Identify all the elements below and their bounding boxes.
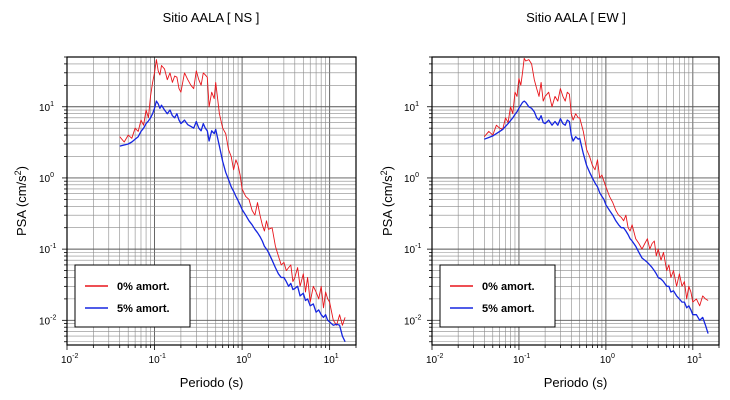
- series-line-red: [483, 57, 709, 307]
- x-tick-base: 10: [61, 355, 73, 366]
- x-tick-label: 10-1: [513, 353, 530, 366]
- y-tick-label: 10-2: [39, 314, 56, 327]
- y-tick-label: 10-1: [39, 243, 56, 256]
- x-axis-label-text: Periodo (s): [544, 375, 608, 390]
- y-tick-label: 100: [39, 172, 54, 185]
- x-axis-label: Periodo (s): [180, 375, 244, 390]
- x-tick-exp: 0: [611, 353, 615, 360]
- y-axis-label-main: PSA (cm/s: [14, 175, 29, 236]
- x-tick-label: 101: [324, 353, 339, 366]
- x-tick-label: 10-1: [149, 353, 166, 366]
- x-axis-label: Periodo (s): [544, 375, 608, 390]
- series-line-blue: [119, 100, 346, 342]
- legend-label: 5% amort.: [482, 303, 535, 315]
- y-tick-exp: 1: [415, 101, 419, 108]
- y-axis-label-tail: ): [14, 166, 29, 170]
- y-tick-exp: -2: [415, 314, 421, 321]
- x-tick-exp: -1: [160, 353, 166, 360]
- x-tick-exp: -1: [524, 353, 530, 360]
- y-tick-label: 101: [39, 101, 54, 114]
- x-tick-label: 10-2: [61, 353, 78, 366]
- x-axis-label-text: Periodo (s): [180, 375, 244, 390]
- y-axis-label-tail: ): [380, 166, 395, 170]
- chart-title-text: Sitio AALA [ NS ]: [163, 10, 260, 25]
- y-tick-base: 10: [404, 316, 416, 327]
- y-tick-label: 10-2: [404, 314, 421, 327]
- x-tick-base: 10: [324, 355, 336, 366]
- legend-box: [439, 264, 556, 328]
- tick-marks: [62, 56, 357, 350]
- x-tick-base: 10: [236, 355, 248, 366]
- legend-label-text: 5% amort.: [117, 303, 170, 315]
- legend: 0% amort. 5% amort.: [74, 264, 191, 328]
- chart-title-text: Sitio AALA [ EW ]: [526, 10, 626, 25]
- legend: 0% amort. 5% amort.: [439, 264, 556, 328]
- x-tick-exp: -2: [437, 353, 443, 360]
- x-tick-label: 100: [236, 353, 251, 366]
- y-tick-label: 101: [404, 101, 419, 114]
- x-tick-base: 10: [513, 355, 525, 366]
- y-tick-base: 10: [404, 174, 416, 185]
- x-tick-exp: 0: [247, 353, 251, 360]
- y-tick-base: 10: [404, 103, 416, 114]
- y-tick-base: 10: [39, 245, 51, 256]
- x-tick-base: 10: [687, 355, 699, 366]
- legend-box: [74, 264, 191, 328]
- y-axis-label: PSA (cm/s2): [379, 166, 395, 236]
- y-axis-label: PSA (cm/s2): [13, 166, 29, 236]
- y-tick-base: 10: [39, 316, 51, 327]
- x-tick-label: 10-2: [426, 353, 443, 366]
- x-tick-base: 10: [149, 355, 161, 366]
- y-tick-exp: -1: [50, 243, 56, 250]
- y-axis-label-sup: 2: [13, 170, 23, 175]
- y-tick-label: 100: [404, 172, 419, 185]
- y-tick-exp: -1: [415, 243, 421, 250]
- x-tick-exp: 1: [698, 353, 702, 360]
- y-tick-exp: 1: [50, 101, 54, 108]
- x-tick-exp: -2: [72, 353, 78, 360]
- legend-label: 0% amort.: [482, 281, 535, 293]
- y-axis-label-sup: 2: [379, 170, 389, 175]
- y-tick-label: 10-1: [404, 243, 421, 256]
- y-tick-exp: 0: [415, 172, 419, 179]
- legend-label-text: 0% amort.: [482, 281, 535, 293]
- x-tick-exp: 1: [335, 353, 339, 360]
- tick-marks: [427, 56, 720, 350]
- y-tick-base: 10: [39, 103, 51, 114]
- series-line-red: [119, 59, 346, 326]
- y-tick-exp: -2: [50, 314, 56, 321]
- y-tick-base: 10: [404, 245, 416, 256]
- x-tick-label: 100: [600, 353, 615, 366]
- x-tick-base: 10: [600, 355, 612, 366]
- x-tick-label: 101: [687, 353, 702, 366]
- chart-title: Sitio AALA [ NS ]: [163, 10, 260, 25]
- legend-label: 0% amort.: [117, 281, 170, 293]
- legend-label-text: 0% amort.: [117, 281, 170, 293]
- y-tick-base: 10: [39, 174, 51, 185]
- y-axis-label-main: PSA (cm/s: [380, 175, 395, 236]
- legend-label-text: 5% amort.: [482, 303, 535, 315]
- chart-title: Sitio AALA [ EW ]: [526, 10, 626, 25]
- series-line-blue: [484, 100, 709, 334]
- x-tick-base: 10: [426, 355, 438, 366]
- plot-frame: [66, 56, 357, 346]
- legend-label: 5% amort.: [117, 303, 170, 315]
- y-tick-exp: 0: [50, 172, 54, 179]
- plot-frame: [431, 56, 720, 346]
